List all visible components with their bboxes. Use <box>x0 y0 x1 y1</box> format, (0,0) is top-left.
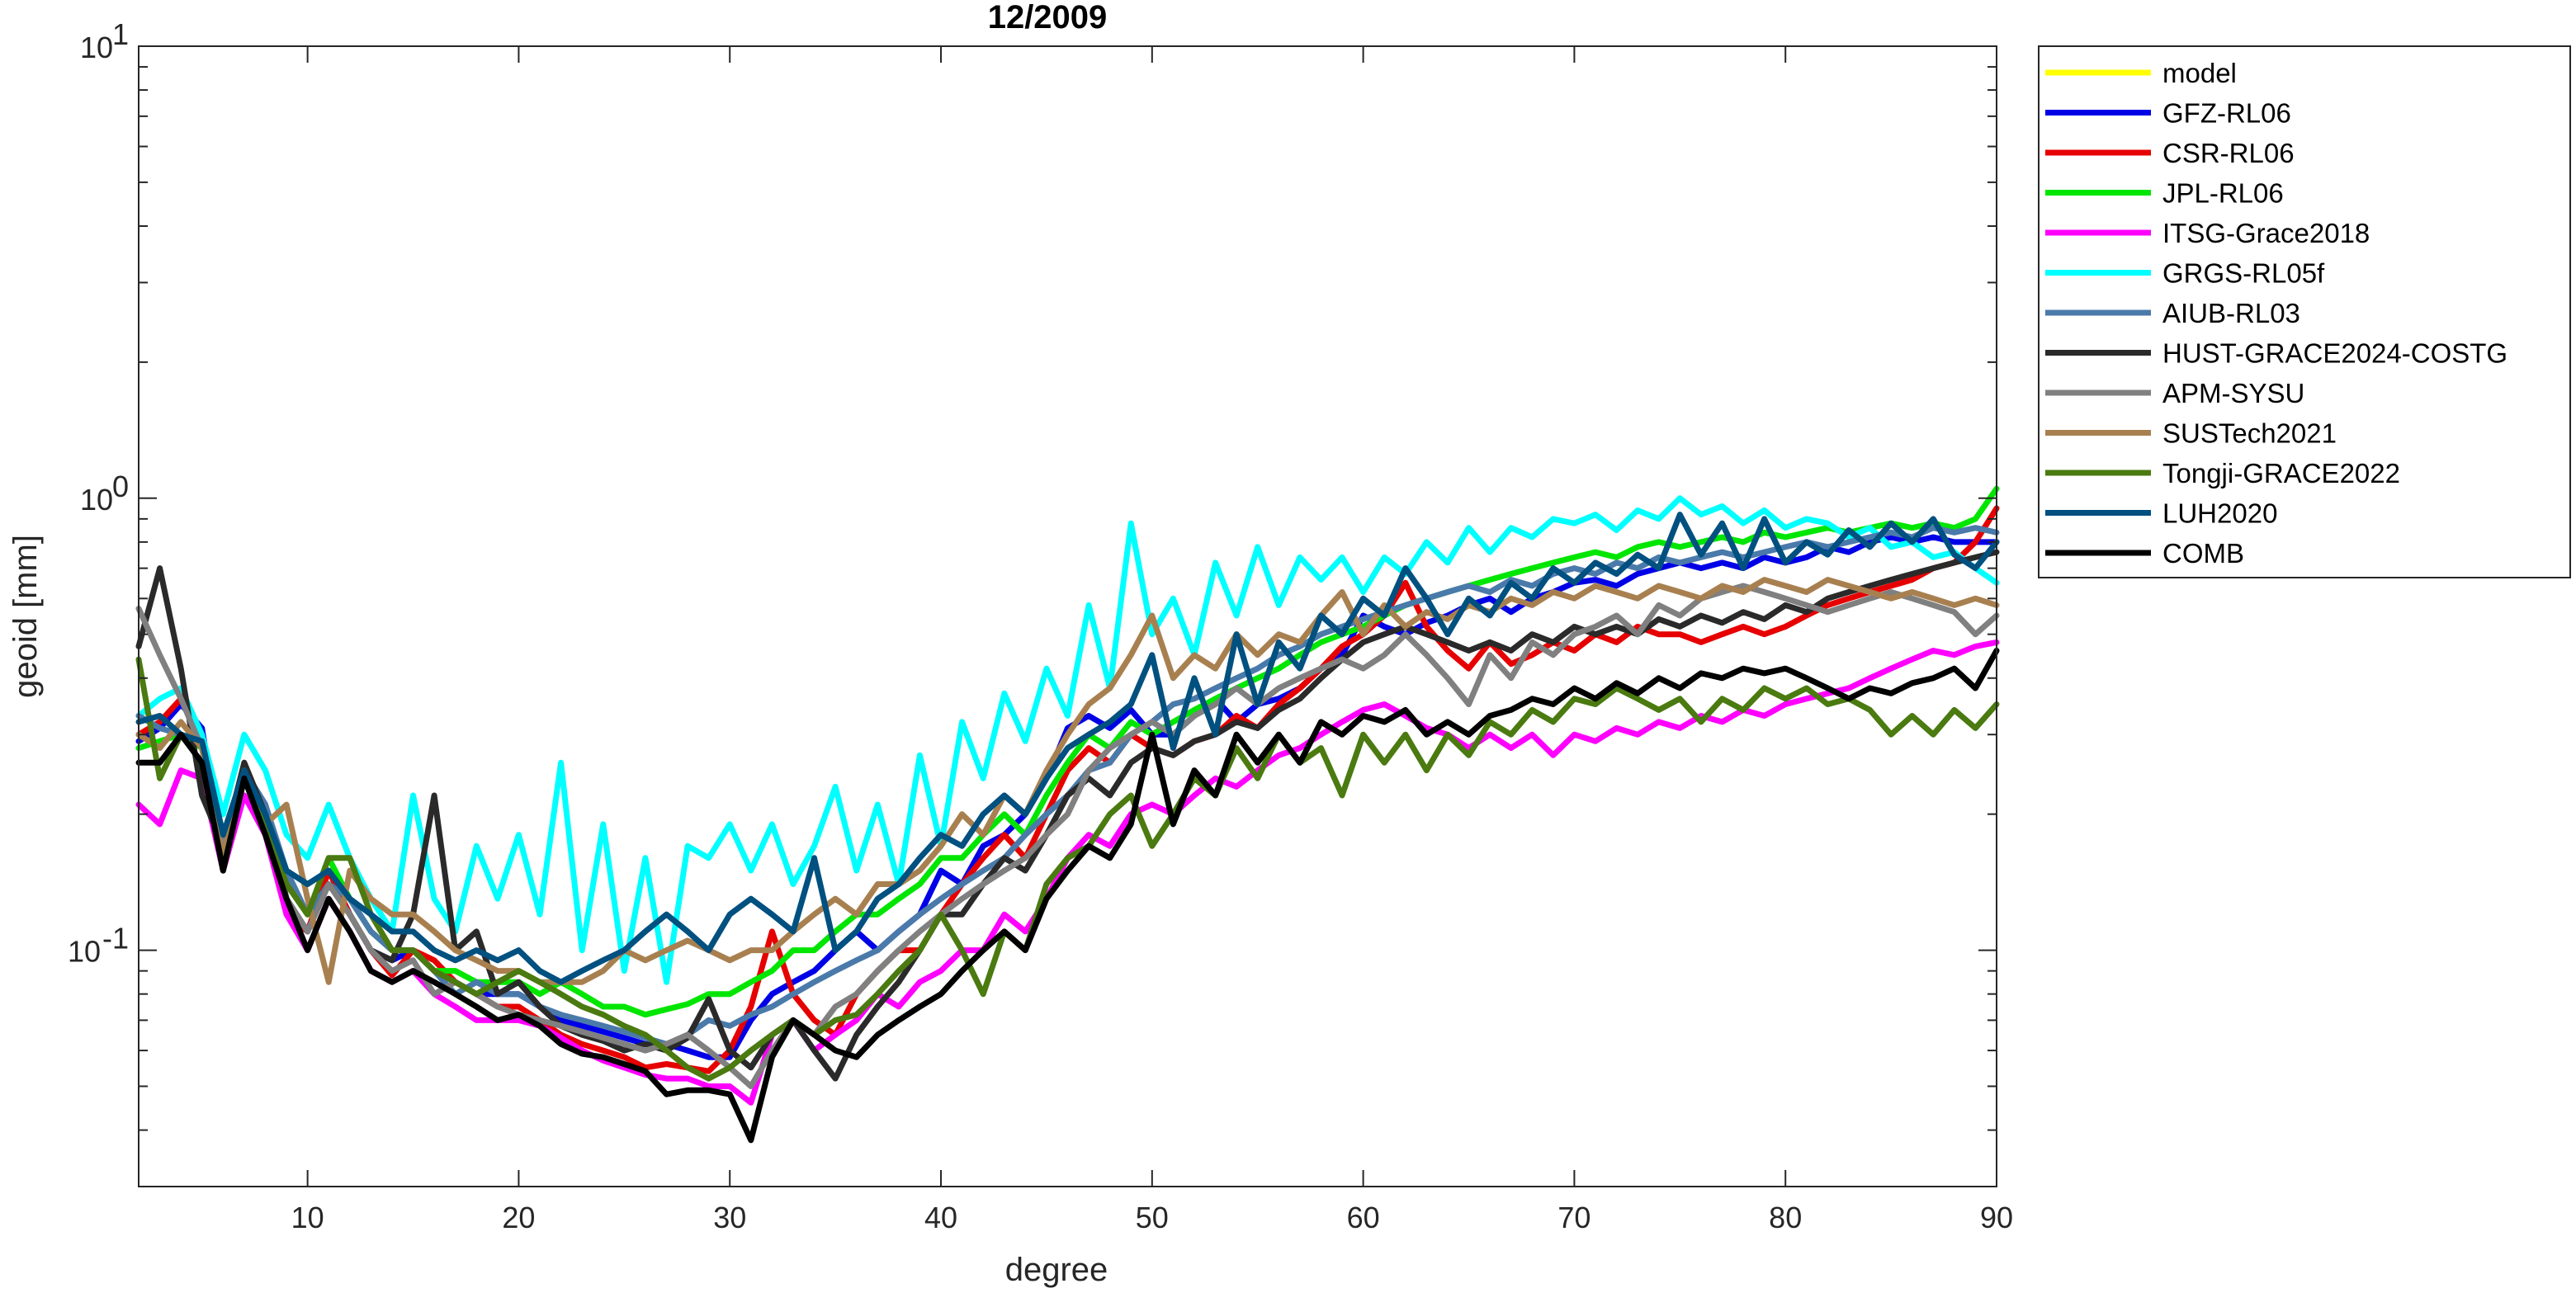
series-line-jpl-rl06 <box>135 485 2000 1018</box>
x-axis-label: degree <box>1005 1252 1108 1288</box>
legend-label-gfz-rl06: GFZ-RL06 <box>2162 98 2291 129</box>
legend-label-aiub-rl03: AIUB-RL03 <box>2162 298 2300 328</box>
x-tick-label-10: 10 <box>291 1201 324 1234</box>
legend-label-itsg-grace2018: ITSG-Grace2018 <box>2162 218 2370 248</box>
y-tick-label-0: -110 <box>68 922 129 969</box>
series-line-sustech2021 <box>135 577 2000 985</box>
series-line-csr-rl06 <box>135 505 2000 1074</box>
legend-label-luh2020: LUH2020 <box>2162 498 2277 529</box>
series-line-luh2020 <box>135 512 2000 985</box>
y-tick-exponent-0: -1 <box>102 922 129 956</box>
legend-label-tongji-grace2022: Tongji-GRACE2022 <box>2162 458 2400 488</box>
y-tick-label-1: 010 <box>80 470 129 517</box>
legend-label-model: model <box>2162 58 2237 88</box>
chart-title: 12/2009 <box>988 0 1108 35</box>
plot-area <box>139 46 1997 1187</box>
series-line-comb <box>135 648 2000 1144</box>
x-tick-label-60: 60 <box>1347 1201 1380 1234</box>
series-line-tongji-grace2022 <box>135 656 2000 1082</box>
legend-label-apm-sysu: APM-SYSU <box>2162 378 2304 408</box>
x-tick-label-70: 70 <box>1557 1201 1591 1234</box>
x-tick-label-20: 20 <box>502 1201 535 1234</box>
series-line-grgs-rl05f <box>135 495 2000 985</box>
legend-label-grgs-rl05f: GRGS-RL05f <box>2162 258 2325 289</box>
legend-label-csr-rl06: CSR-RL06 <box>2162 138 2295 168</box>
y-tick-label-2: 110 <box>80 17 129 64</box>
x-tick-label-90: 90 <box>1980 1201 2013 1234</box>
legend-label-sustech2021: SUSTech2021 <box>2162 418 2337 449</box>
x-tick-label-50: 50 <box>1136 1201 1169 1234</box>
legend: model GFZ-RL06 CSR-RL06 JPL-RL06 ITSG-Grace2… <box>2038 45 2571 578</box>
y-tick-exponent-1: 0 <box>112 470 129 503</box>
x-tick-label-80: 80 <box>1769 1201 1802 1234</box>
y-axis-label: geoid [mm] <box>7 535 44 698</box>
legend-label-jpl-rl06: JPL-RL06 <box>2162 178 2284 209</box>
plot-frame <box>138 45 1997 1187</box>
series-line-apm-sysu <box>135 583 2000 1089</box>
y-tick-base-1: 10 <box>80 483 113 517</box>
legend-label-comb: COMB <box>2162 538 2244 569</box>
series-line-hust-grace2024-costg <box>135 549 2000 1082</box>
x-tick-label-30: 30 <box>713 1201 746 1234</box>
y-tick-exponent-2: 1 <box>112 17 129 51</box>
legend-label-hust-grace2024-costg: HUST-GRACE2024-COSTG <box>2162 338 2507 369</box>
y-tick-base-2: 10 <box>80 31 113 64</box>
y-tick-base-0: 10 <box>68 935 101 969</box>
series-layer <box>135 485 2000 1144</box>
x-tick-label-40: 40 <box>924 1201 957 1234</box>
